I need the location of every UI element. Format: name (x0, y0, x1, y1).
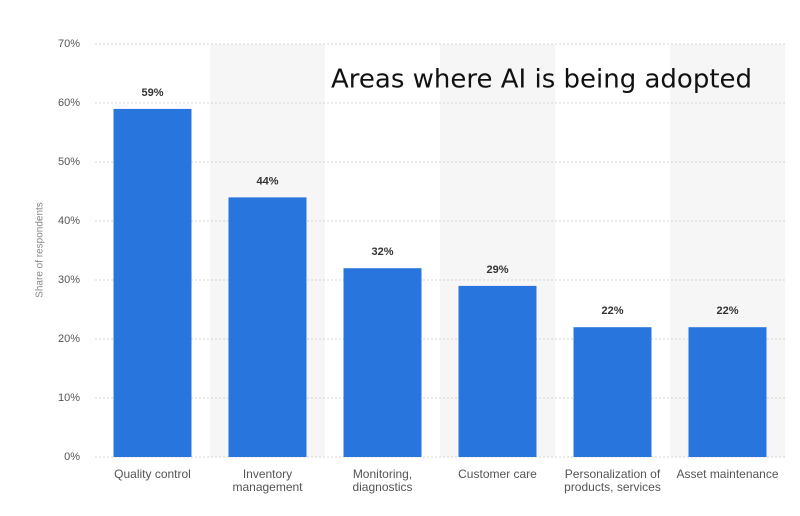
bar (228, 197, 307, 457)
value-label: 29% (486, 264, 508, 276)
bar (573, 327, 652, 457)
bar (343, 268, 422, 457)
x-tick-label: Asset maintenance (676, 467, 778, 481)
bar (458, 285, 537, 457)
bar (113, 108, 192, 458)
bar (688, 327, 767, 457)
value-label: 22% (716, 305, 738, 317)
chart-title: Areas where AI is being adopted (331, 65, 752, 95)
value-label: 44% (256, 175, 278, 187)
y-tick-label: 50% (58, 156, 80, 168)
x-tick-label: Personalization of products, services (564, 467, 661, 494)
value-label: 22% (601, 305, 623, 317)
band-group (210, 44, 785, 457)
y-tick-label: 70% (58, 38, 80, 50)
y-tick-label: 20% (58, 333, 80, 345)
value-label: 59% (141, 87, 163, 99)
value-label: 32% (371, 246, 393, 258)
x-tick-label: Monitoring, diagnostics (352, 467, 412, 494)
y-tick-label: 0% (64, 451, 80, 463)
y-tick-label: 60% (58, 97, 80, 109)
y-axis-label: Share of respondents (35, 202, 46, 298)
y-tick-label: 10% (58, 392, 80, 404)
x-tick-label: Inventory management (232, 467, 303, 494)
y-tick-label: 30% (58, 274, 80, 286)
x-tick-label: Quality control (114, 467, 191, 481)
y-tick-label: 40% (58, 215, 80, 227)
x-tick-label: Customer care (458, 467, 537, 481)
